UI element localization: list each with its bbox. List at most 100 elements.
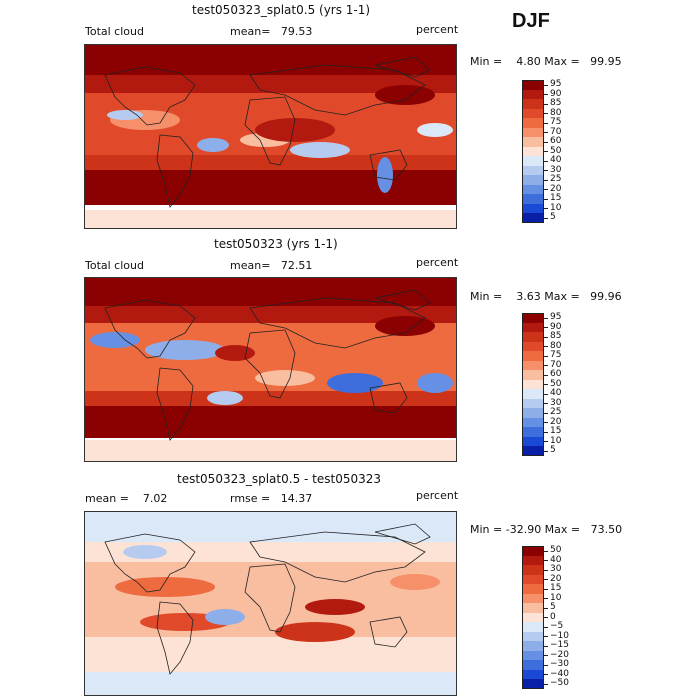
colorbar-label: 30 <box>550 397 562 408</box>
colorbar-tick <box>544 217 548 219</box>
contour-region <box>85 170 456 205</box>
colorbar-tick <box>544 317 548 319</box>
colorbar-tick <box>544 170 548 172</box>
colorbar-label: 30 <box>550 564 562 574</box>
colorbar-label: 60 <box>550 369 562 379</box>
coastline <box>104 66 196 126</box>
coastline <box>249 297 426 349</box>
colorbar-swatch <box>522 631 544 642</box>
colorbar-tick <box>544 179 548 181</box>
colorbar-label: 20 <box>550 183 562 194</box>
colorbar-tick <box>544 84 548 86</box>
panel-2-map-svg <box>85 278 456 461</box>
colorbar-swatch <box>522 389 544 399</box>
coastline <box>244 563 296 633</box>
colorbar-swatch <box>522 650 544 661</box>
panel-3-mean: mean = 7.02 <box>85 492 168 505</box>
colorbar-swatch <box>522 427 544 437</box>
panel-1-map-svg <box>85 45 456 228</box>
colorbar-tick <box>544 617 548 619</box>
coastline <box>156 134 194 208</box>
colorbar-tick <box>544 393 548 395</box>
contour-region <box>90 332 140 348</box>
colorbar-tick <box>544 607 548 609</box>
coastline <box>104 299 196 359</box>
coastline <box>374 289 431 311</box>
colorbar-tick <box>544 412 548 414</box>
colorbar-tick <box>544 569 548 571</box>
panel-3-map <box>84 511 457 696</box>
colorbar-tick <box>544 664 548 666</box>
colorbar-tick <box>544 598 548 600</box>
contour-region <box>85 440 456 461</box>
coastline <box>369 382 408 414</box>
colorbar-label: 80 <box>550 107 562 118</box>
colorbar-swatch <box>522 436 544 447</box>
panel-3-rmse: rmse = 14.37 <box>230 492 313 505</box>
coastline <box>369 149 408 181</box>
colorbar-swatch <box>522 398 544 409</box>
colorbar-tick <box>544 327 548 329</box>
panel-2-map <box>84 277 457 462</box>
colorbar-swatch <box>522 603 544 613</box>
colorbar-swatch <box>522 165 544 176</box>
colorbar-tick <box>544 94 548 96</box>
season-label: DJF <box>512 10 550 32</box>
contour-region <box>85 75 456 93</box>
colorbar-label: 15 <box>550 583 562 593</box>
colorbar-label: 70 <box>550 126 562 137</box>
colorbar-tick <box>544 645 548 647</box>
contour-region <box>145 340 225 360</box>
colorbar-swatch <box>522 322 544 333</box>
coastline <box>156 601 194 675</box>
colorbar-label: 20 <box>550 416 562 427</box>
colorbar-label: 10 <box>550 435 562 446</box>
coastline <box>244 329 296 399</box>
panel-1-map <box>84 44 457 229</box>
colorbar-swatch <box>522 584 544 594</box>
colorbar-label: 40 <box>550 554 562 565</box>
colorbar-tick <box>544 122 548 124</box>
colorbar-label: 50 <box>550 378 562 389</box>
colorbar-tick <box>544 431 548 433</box>
colorbar-label: −15 <box>550 640 569 650</box>
colorbar-tick <box>544 626 548 628</box>
colorbar-label: −20 <box>550 649 569 660</box>
colorbar-tick <box>544 450 548 452</box>
coastline <box>374 56 431 78</box>
contour-region <box>85 155 456 170</box>
colorbar-label: 60 <box>550 136 562 146</box>
panel-1-units: percent <box>416 23 459 36</box>
colorbar-label: 80 <box>550 340 562 351</box>
panel-1-minmax: Min = 4.80 Max = 99.95 <box>470 55 622 68</box>
panel-3-colorbar: 50 40 30 20 15 10 5 0 −5 −10 −15 −20 −30 −40 −50 <box>522 545 582 691</box>
colorbar-label: 20 <box>550 573 562 584</box>
colorbar-swatch <box>522 332 544 342</box>
panel-2-title: test050323 (yrs 1-1) <box>214 237 338 251</box>
colorbar-label: 10 <box>550 592 562 603</box>
colorbar-label: −40 <box>550 668 569 679</box>
colorbar-tick <box>544 636 548 638</box>
colorbar-tick <box>544 550 548 552</box>
colorbar-swatch <box>522 565 544 575</box>
colorbar-swatch <box>522 360 544 371</box>
contour-region <box>85 391 456 406</box>
contour-region <box>197 138 229 152</box>
contour-region <box>375 316 435 336</box>
colorbar-label: 5 <box>550 445 556 455</box>
colorbar-tick <box>544 103 548 105</box>
colorbar-swatch <box>522 175 544 185</box>
colorbar-label: 25 <box>550 407 562 417</box>
colorbar-swatch <box>522 555 544 566</box>
colorbar-tick <box>544 422 548 424</box>
colorbar-swatch <box>522 669 544 680</box>
colorbar-tick <box>544 346 548 348</box>
colorbar-swatch <box>522 146 544 157</box>
contour-region <box>85 278 456 306</box>
contour-region <box>290 142 350 158</box>
contour-region <box>255 370 315 386</box>
colorbar-label: 90 <box>550 88 562 99</box>
colorbar-label: 95 <box>550 79 562 89</box>
colorbar-swatch <box>522 370 544 380</box>
